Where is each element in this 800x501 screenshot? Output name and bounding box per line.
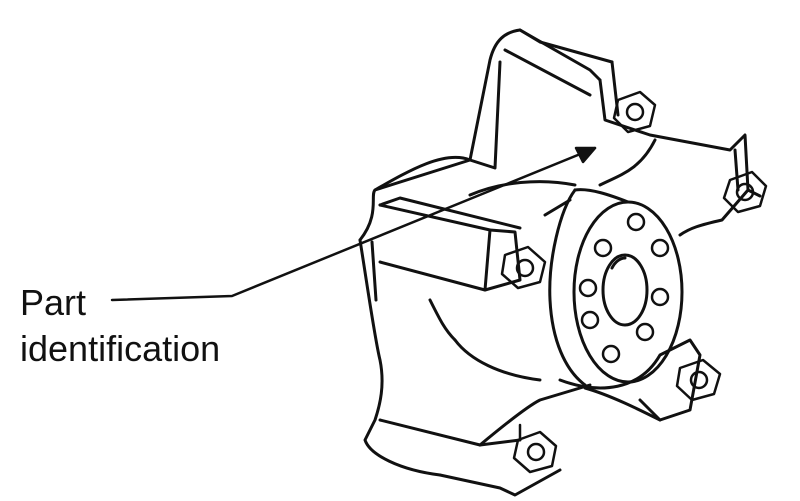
callout-leader-line [110,146,597,302]
center-flange [548,188,684,387]
part-identification-label: Part identification [20,280,220,372]
mounting-bolts [500,90,768,474]
hub-body [358,28,762,497]
callout-line-2: identification [20,328,221,369]
callout-line-1: Part [20,282,87,323]
